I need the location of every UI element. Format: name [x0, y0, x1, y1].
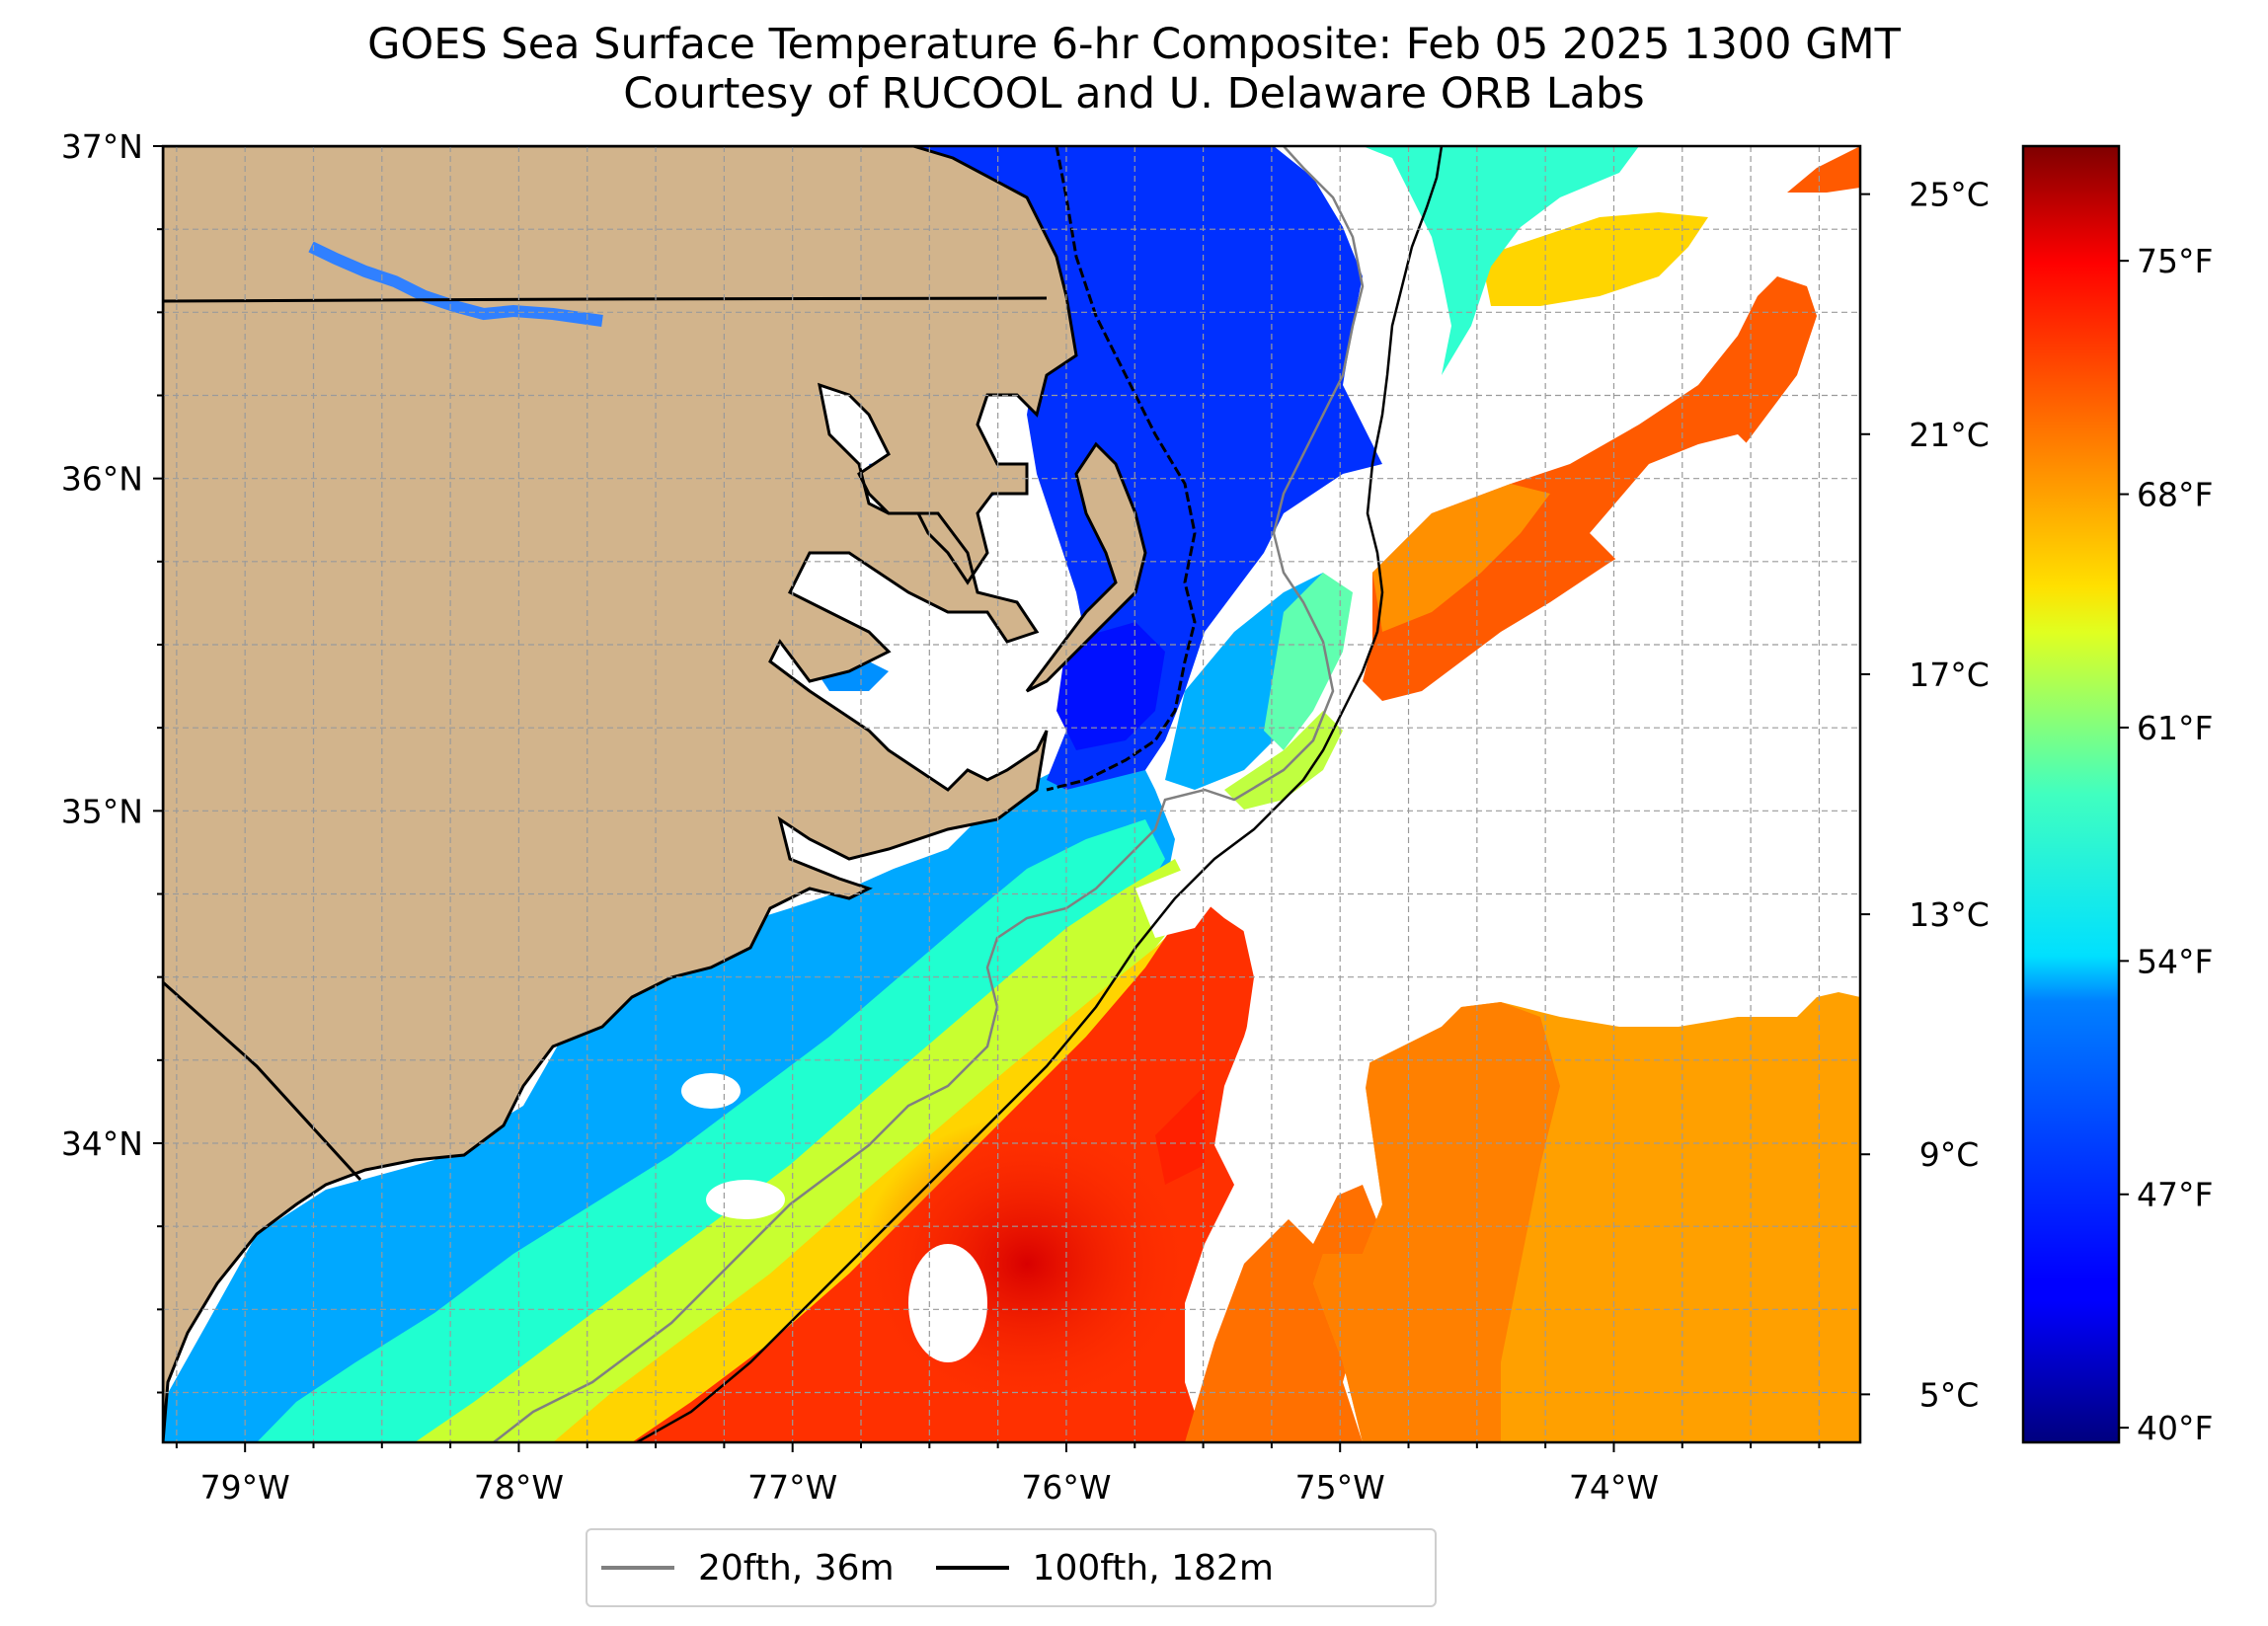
- sst-cool-coastal: [163, 750, 1175, 1442]
- sst-field: [163, 146, 1860, 1442]
- state-border-nc-sc: [163, 980, 362, 1182]
- legend-swatch-100fth: [935, 1566, 1009, 1570]
- lon-tick-label: 75°W: [1295, 1468, 1385, 1507]
- no-data-patch: [706, 1180, 785, 1219]
- lat-tick-label: 36°N: [61, 460, 143, 499]
- axis-ticks: [153, 145, 1821, 1452]
- celsius-tick-label: 5°C: [1919, 1375, 1980, 1414]
- sst-orange-northeast: [1372, 484, 1550, 632]
- no-data-patch: [1461, 306, 1580, 395]
- celsius-tick-label: 25°C: [1909, 176, 1990, 214]
- lat-tick-label: 37°N: [61, 127, 143, 166]
- fahrenheit-tick-label: 47°F: [2137, 1176, 2213, 1214]
- legend-swatch-20fth: [601, 1566, 674, 1570]
- celsius-tick-label: 21°C: [1909, 416, 1990, 454]
- legend-label-100fth: 100fth, 182m: [1032, 1547, 1274, 1588]
- lon-tick-label: 78°W: [474, 1468, 564, 1507]
- colorbar: [2021, 144, 2121, 1444]
- fahrenheit-tick-label: 61°F: [2137, 709, 2213, 747]
- chart-subtitle: Courtesy of RUCOOL and U. Delaware ORB L…: [623, 69, 1645, 118]
- sst-cyan-band: [257, 819, 1165, 1442]
- sst-green-mid-shelf: [1264, 573, 1353, 750]
- sst-yellow-green-band: [415, 859, 1195, 1442]
- lon-tick-label: 74°W: [1569, 1468, 1659, 1507]
- lon-tick-label: 77°W: [747, 1468, 837, 1507]
- legend-item-100fth: 100fth, 182m: [935, 1547, 1274, 1588]
- sst-pamlico-sound: [1056, 622, 1165, 750]
- fahrenheit-tick-label: 68°F: [2137, 476, 2213, 514]
- fahrenheit-tick-label: 75°F: [2137, 242, 2213, 280]
- lon-tick-label: 79°W: [200, 1468, 290, 1507]
- sst-warm-northeast: [1363, 276, 1817, 701]
- celsius-tick-label: 9°C: [1919, 1135, 1980, 1174]
- land-mainland: [163, 146, 1078, 1442]
- isobath-100fth: [636, 146, 1444, 1442]
- chart-title: GOES Sea Surface Temperature 6-hr Compos…: [367, 20, 1901, 69]
- map-body: [163, 146, 1860, 1442]
- sst-yellow-green-patch: [1224, 711, 1343, 810]
- sst-orange-offshore: [1313, 1002, 1560, 1442]
- sst-cold-shelf: [908, 146, 1382, 790]
- fahrenheit-tick-label: 54°F: [2137, 942, 2213, 980]
- colorbar-ticks: 25°C 21°C 17°C 13°C 9°C 5°C 75°F 68°F 61°F 54°F 47…: [1860, 176, 2213, 1447]
- fahrenheit-tick-label: 40°F: [2137, 1409, 2213, 1447]
- no-data-patch: [1234, 849, 1402, 1244]
- state-border-va-nc: [163, 296, 1048, 303]
- legend-item-20fth: 20fth, 36m: [601, 1548, 895, 1588]
- no-data-patch: [681, 1073, 741, 1109]
- axis-labels: 37°N 36°N 35°N 34°N 79°W 78°W 77°W 76°W 75°W 74°W: [61, 127, 1659, 1507]
- sst-amber-patch: [1590, 1283, 1718, 1392]
- lat-tick-label: 34°N: [61, 1124, 143, 1163]
- sst-warm-south: [1185, 1185, 1382, 1442]
- map-frame: [161, 144, 1862, 1444]
- no-data-patch: [908, 1244, 987, 1362]
- celsius-tick-label: 17°C: [1909, 656, 1990, 694]
- map-grid: [163, 146, 1860, 1442]
- no-data-patch: [1797, 928, 1860, 997]
- outer-banks-coastline: [1046, 146, 1197, 792]
- sst-yellow-northeast: [1481, 212, 1708, 306]
- isobath-20fth: [493, 146, 1365, 1442]
- sst-cyan-northeast: [1363, 146, 1639, 415]
- sst-gulf-stream-core: [859, 1116, 1195, 1412]
- no-data-patch: [1590, 434, 1767, 573]
- lon-tick-label: 76°W: [1021, 1468, 1111, 1507]
- legend: 20fth, 36m 100fth, 182m: [586, 1528, 1437, 1607]
- celsius-tick-label: 13°C: [1909, 895, 1990, 934]
- lat-tick-label: 35°N: [61, 792, 143, 830]
- land-peninsula: [1025, 441, 1147, 693]
- legend-label-20fth: 20fth, 36m: [698, 1547, 895, 1588]
- sst-warm-patch: [1155, 1086, 1205, 1185]
- sst-warm-corner: [1787, 146, 1860, 193]
